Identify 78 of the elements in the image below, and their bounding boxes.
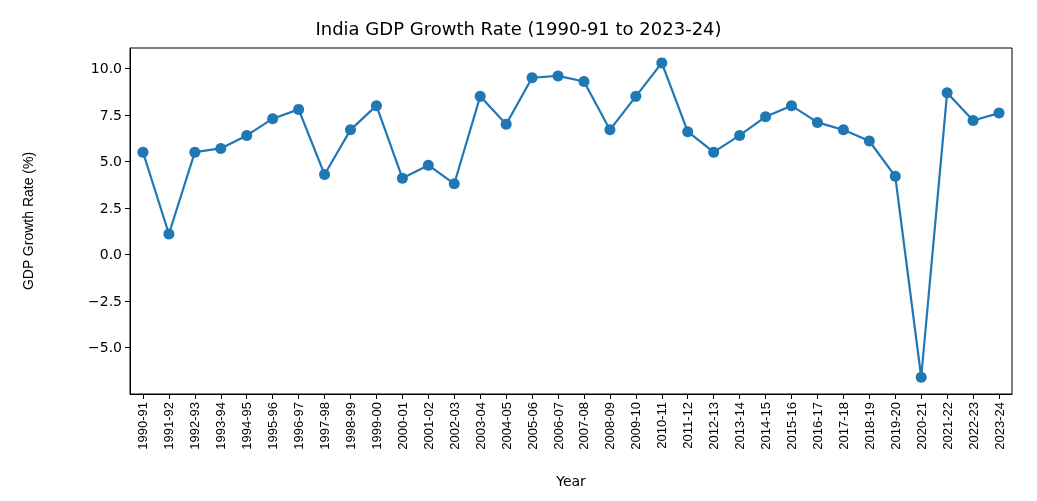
point [993, 107, 1005, 119]
point [137, 146, 149, 158]
y-axis-title: GDP Growth Rate (%) [20, 151, 36, 291]
point [656, 57, 668, 69]
x-tick-label: 1991-92 [161, 402, 177, 450]
point [708, 146, 720, 158]
x-tick-label: 1998-99 [343, 402, 358, 450]
x-tick-label: 2002-03 [446, 402, 462, 450]
x-tick-label: 2005-06 [524, 402, 540, 450]
point [189, 146, 201, 158]
x-tick-label: 2013-14 [732, 402, 748, 450]
x-tick-label: 2015-16 [784, 402, 799, 450]
point [837, 124, 849, 136]
x-tick-label: 2016-17 [809, 402, 825, 450]
point [604, 124, 616, 136]
x-tick-label: 1994-95 [239, 402, 255, 450]
y-tick-label: 7.5 [99, 106, 122, 123]
x-tick-label: 1996-97 [291, 402, 307, 450]
point [422, 159, 434, 171]
point [396, 172, 408, 184]
y-tick-label: −5.0 [88, 339, 122, 356]
x-tick-label: 2008-09 [602, 402, 618, 450]
x-tick-label: 2001-02 [420, 402, 436, 450]
x-tick-label: 2000-01 [394, 402, 410, 450]
x-tick-label: 2022-23 [965, 402, 981, 450]
point [578, 75, 590, 87]
x-tick-label: 1997-98 [317, 402, 333, 450]
point [630, 90, 642, 102]
x-tick-label: 1999-00 [368, 402, 384, 450]
point [967, 115, 979, 127]
x-tick-label: 2010-11 [654, 402, 670, 449]
x-tick-label: 1990-91 [135, 402, 151, 450]
point [889, 170, 901, 182]
y-tick-label: 2.5 [99, 199, 122, 216]
point [474, 90, 486, 102]
point [734, 129, 746, 141]
x-tick-label: 2014-15 [758, 402, 774, 450]
x-tick-label: 2006-07 [550, 402, 566, 450]
x-tick-label: 2018-19 [861, 402, 877, 450]
y-tick-label: −2.5 [88, 292, 122, 309]
x-tick-label: 2019-20 [887, 402, 903, 450]
x-tick-label: 2017-18 [835, 402, 851, 450]
x-tick-label: 2021-22 [939, 402, 955, 450]
point [915, 371, 927, 383]
x-tick-label: 1995-96 [265, 402, 281, 450]
y-tick-label: 5.0 [99, 153, 122, 170]
point [163, 228, 175, 240]
point [941, 87, 953, 99]
x-tick-label: 2012-13 [706, 402, 722, 450]
point [682, 126, 694, 138]
point [448, 178, 460, 190]
point [786, 100, 797, 112]
x-tick-label: 1992-93 [187, 402, 203, 450]
point [345, 124, 356, 136]
y-tick-label: 10.0 [90, 60, 122, 77]
point [863, 135, 875, 147]
point [370, 100, 382, 112]
point [526, 72, 538, 84]
point [552, 70, 564, 82]
x-tick-label: 2009-10 [628, 402, 644, 450]
x-tick-label: 1993-94 [213, 402, 229, 450]
x-tick-label: 2023-24 [991, 402, 1007, 450]
x-tick-label: 2004-05 [498, 402, 514, 450]
x-axis-title: Year [555, 473, 587, 489]
x-tick-label: 2011-12 [680, 402, 696, 449]
x-tick-label: 2007-08 [576, 402, 592, 450]
chart-title: India GDP Growth Rate (1990-91 to 2023-24) [315, 17, 722, 39]
y-tick-label: 0.0 [99, 246, 122, 263]
point [215, 142, 227, 154]
x-tick-label: 2003-04 [472, 402, 488, 450]
point [319, 169, 331, 180]
point [241, 129, 253, 141]
point [760, 111, 772, 123]
point [293, 103, 305, 115]
point [267, 113, 279, 125]
point [500, 118, 512, 130]
point [811, 116, 823, 128]
x-tick-label: 2020-21 [913, 402, 929, 450]
